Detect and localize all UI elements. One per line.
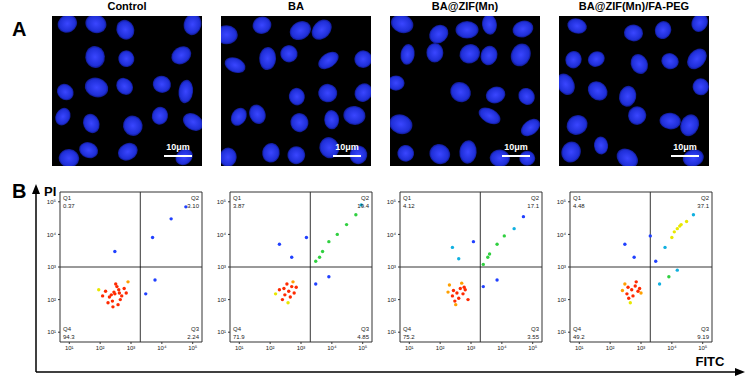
svg-text:10μm: 10μm (335, 142, 359, 152)
svg-text:Q2: Q2 (701, 195, 710, 201)
svg-text:3.10: 3.10 (187, 203, 199, 209)
html-text:B: B (12, 180, 27, 202)
svg-text:Q2: Q2 (191, 195, 200, 201)
svg-text:9.19: 9.19 (697, 334, 709, 340)
svg-text:10⁵: 10⁵ (387, 199, 397, 205)
svg-text:10⁵: 10⁵ (47, 199, 57, 205)
svg-text:37.1: 37.1 (697, 203, 709, 209)
svg-text:3.55: 3.55 (527, 334, 539, 340)
svg-text:10²: 10² (436, 345, 445, 351)
svg-text:0.37: 0.37 (63, 203, 75, 209)
svg-text:10³: 10³ (217, 264, 226, 270)
svg-text:10²: 10² (606, 345, 615, 351)
svg-text:Q3: Q3 (531, 326, 540, 332)
svg-text:10¹: 10¹ (235, 345, 244, 351)
html-text:BA@ZIF(Mn)/FA-PEG: BA@ZIF(Mn)/FA-PEG (578, 0, 690, 12)
svg-text:10μm: 10μm (673, 142, 697, 152)
svg-text:10⁴: 10⁴ (47, 232, 57, 238)
svg-text:10μm: 10μm (166, 142, 190, 152)
svg-text:Q4: Q4 (63, 326, 72, 332)
svg-text:10²: 10² (96, 345, 105, 351)
svg-text:10¹: 10¹ (217, 329, 226, 335)
html-text:BA: BA (288, 0, 304, 12)
svg-text:PI: PI (44, 184, 56, 199)
svg-text:10⁵: 10⁵ (188, 345, 198, 351)
svg-text:10¹: 10¹ (557, 329, 566, 335)
svg-text:10⁵: 10⁵ (698, 345, 708, 351)
svg-text:Q1: Q1 (403, 195, 412, 201)
svg-text:10²: 10² (557, 297, 566, 303)
svg-text:10⁴: 10⁴ (217, 232, 227, 238)
svg-text:Q3: Q3 (191, 326, 200, 332)
svg-text:10³: 10³ (297, 345, 306, 351)
svg-text:10μm: 10μm (504, 142, 528, 152)
svg-text:4.12: 4.12 (403, 203, 415, 209)
svg-text:10¹: 10¹ (65, 345, 74, 351)
svg-text:10¹: 10¹ (405, 345, 414, 351)
svg-text:10³: 10³ (47, 264, 56, 270)
svg-text:10³: 10³ (387, 264, 396, 270)
svg-text:10⁵: 10⁵ (217, 199, 227, 205)
html-text:A: A (12, 18, 27, 40)
svg-text:10⁴: 10⁴ (327, 345, 337, 351)
svg-text:94.3: 94.3 (63, 334, 75, 340)
svg-text:49.2: 49.2 (573, 334, 585, 340)
svg-text:Q3: Q3 (701, 326, 710, 332)
svg-text:75.2: 75.2 (403, 334, 415, 340)
svg-text:3.87: 3.87 (233, 203, 245, 209)
html-text:Control: Control (107, 0, 147, 12)
html-text:BA@ZIF(Mn): BA@ZIF(Mn) (431, 0, 499, 12)
svg-text:10²: 10² (47, 297, 56, 303)
svg-text:Q1: Q1 (233, 195, 242, 201)
svg-text:10³: 10³ (557, 264, 566, 270)
svg-text:10¹: 10¹ (47, 329, 56, 335)
svg-text:Q2: Q2 (531, 195, 540, 201)
svg-text:Q4: Q4 (233, 326, 242, 332)
svg-text:FITC: FITC (696, 354, 725, 369)
svg-text:Q3: Q3 (361, 326, 370, 332)
svg-text:10²: 10² (387, 297, 396, 303)
svg-text:10⁵: 10⁵ (358, 345, 368, 351)
svg-text:19.4: 19.4 (357, 203, 369, 209)
svg-text:10⁴: 10⁴ (157, 345, 167, 351)
svg-text:10⁴: 10⁴ (387, 232, 397, 238)
svg-text:17.1: 17.1 (527, 203, 539, 209)
svg-text:71.9: 71.9 (233, 334, 245, 340)
svg-text:Q1: Q1 (573, 195, 582, 201)
svg-text:Q2: Q2 (361, 195, 370, 201)
svg-text:Q4: Q4 (573, 326, 582, 332)
svg-text:10⁵: 10⁵ (557, 199, 567, 205)
svg-text:10⁴: 10⁴ (667, 345, 677, 351)
svg-text:Q4: Q4 (403, 326, 412, 332)
svg-text:10³: 10³ (637, 345, 646, 351)
svg-text:10²: 10² (266, 345, 275, 351)
svg-text:10⁴: 10⁴ (557, 232, 567, 238)
svg-text:10²: 10² (217, 297, 226, 303)
svg-text:10³: 10³ (127, 345, 136, 351)
svg-text:4.48: 4.48 (573, 203, 585, 209)
svg-text:10⁴: 10⁴ (497, 345, 507, 351)
svg-text:Q1: Q1 (63, 195, 72, 201)
svg-text:10¹: 10¹ (575, 345, 584, 351)
svg-text:10³: 10³ (467, 345, 476, 351)
svg-text:4.85: 4.85 (357, 334, 369, 340)
svg-text:10¹: 10¹ (387, 329, 396, 335)
svg-text:2.24: 2.24 (187, 334, 199, 340)
svg-text:10⁵: 10⁵ (528, 345, 538, 351)
